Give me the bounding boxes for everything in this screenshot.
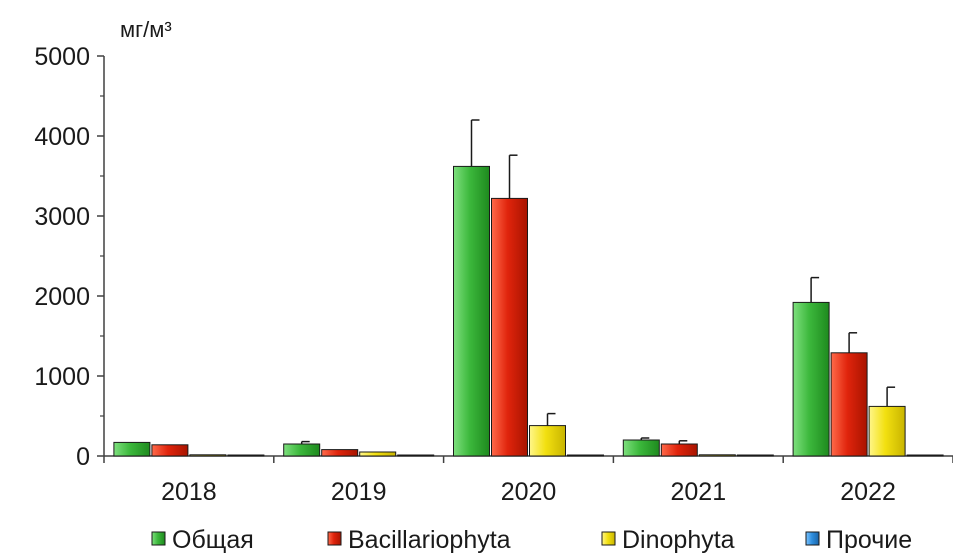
bar bbox=[189, 454, 227, 457]
bar bbox=[397, 454, 435, 457]
bar bbox=[792, 301, 830, 457]
bars bbox=[113, 165, 944, 457]
bar bbox=[491, 197, 528, 457]
legend-swatch bbox=[601, 531, 616, 546]
bar bbox=[359, 451, 397, 457]
legend-label: Dinophyta bbox=[622, 526, 735, 554]
y-tick-label: 0 bbox=[76, 443, 90, 471]
x-tick-label: 2021 bbox=[670, 478, 726, 506]
x-tick-label: 2022 bbox=[840, 478, 896, 506]
legend-swatch bbox=[327, 531, 342, 546]
y-tick-label: 5000 bbox=[34, 43, 90, 71]
bar bbox=[151, 444, 189, 457]
x-tick-label: 2019 bbox=[331, 478, 387, 506]
y-tick-label: 4000 bbox=[34, 123, 90, 151]
x-tick-label: 2018 bbox=[161, 478, 217, 506]
bar bbox=[321, 449, 359, 457]
bar bbox=[906, 454, 944, 457]
legend: Общая Bacillariophyta Dinophyta Прочие bbox=[151, 526, 912, 554]
bar bbox=[868, 405, 906, 457]
error-bars bbox=[300, 119, 896, 444]
bar bbox=[830, 352, 868, 457]
legend-swatch bbox=[805, 531, 820, 546]
y-tick-label: 3000 bbox=[34, 203, 90, 231]
bar bbox=[113, 441, 151, 457]
y-axis-labels: 0 1000 2000 3000 4000 5000 bbox=[34, 43, 90, 471]
legend-swatch bbox=[151, 531, 166, 546]
legend-label: Bacillariophyta bbox=[348, 526, 511, 554]
y-tick-label: 1000 bbox=[34, 363, 90, 391]
x-axis-labels: 2018 2019 2020 2021 2022 bbox=[161, 478, 896, 506]
y-tick-label: 2000 bbox=[34, 283, 90, 311]
bar bbox=[567, 454, 604, 457]
bar bbox=[453, 165, 490, 457]
legend-label: Общая bbox=[172, 526, 254, 554]
legend-label: Прочие bbox=[826, 526, 912, 554]
bar bbox=[736, 454, 774, 457]
bar bbox=[227, 454, 265, 457]
bar bbox=[622, 439, 660, 457]
bar bbox=[660, 443, 698, 457]
bar bbox=[529, 425, 566, 457]
x-tick-label: 2020 bbox=[501, 478, 557, 506]
bar bbox=[698, 454, 736, 457]
bar bbox=[283, 443, 321, 457]
y-axis-unit-label: мг/м³ bbox=[120, 17, 172, 42]
